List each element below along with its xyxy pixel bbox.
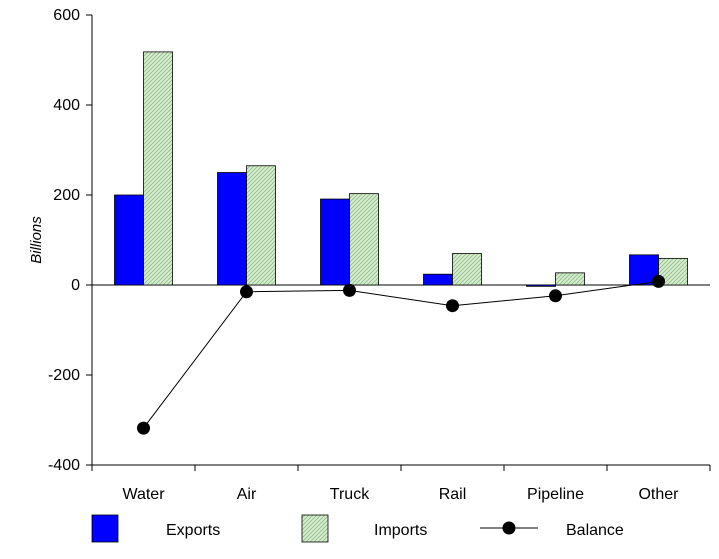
imports-bar [349, 193, 379, 286]
balance-point [549, 289, 562, 303]
x-tick-label: Rail [439, 486, 467, 503]
balance-legend-marker [502, 521, 516, 535]
balance-legend-label: Balance [566, 522, 624, 539]
y-tick-label: 400 [53, 97, 80, 114]
x-tick-label: Truck [330, 486, 370, 503]
x-tick-label: Pipeline [527, 486, 584, 503]
axes [86, 14, 711, 471]
balance-point [343, 283, 356, 297]
exports-legend-label: Exports [166, 522, 220, 539]
y-tick-label: 200 [53, 187, 80, 204]
exports-bar [320, 198, 350, 286]
balance-point [137, 421, 150, 435]
balance-point [240, 285, 253, 299]
imports-legend-label: Imports [374, 522, 427, 539]
x-tick-label: Other [638, 486, 679, 503]
axis-labels: -400 -200 0 200 400 600 Water Air Truck Rail Pipel… [28, 7, 679, 503]
exports-bar [217, 172, 247, 286]
legend: Exports Imports Balance [91, 514, 624, 543]
imports-bar [246, 165, 276, 286]
y-tick-label: 600 [53, 7, 80, 24]
imports-legend-swatch [301, 514, 329, 543]
imports-bar [555, 272, 585, 286]
balance-series [137, 274, 665, 435]
y-axis-title: Billions [28, 216, 45, 264]
bars [114, 51, 688, 287]
imports-bar [143, 51, 173, 286]
x-tick-label: Air [237, 486, 257, 503]
y-tick-label: -200 [48, 367, 80, 384]
balance-line [143, 280, 659, 429]
exports-legend-swatch [91, 514, 119, 543]
y-tick-label: -400 [48, 457, 80, 474]
x-tick-label: Water [122, 486, 165, 503]
y-tick-label: 0 [71, 277, 80, 294]
imports-bar [452, 253, 482, 286]
balance-point [652, 274, 665, 288]
exports-bar [423, 273, 453, 286]
exports-bar [114, 194, 144, 286]
balance-point [446, 299, 459, 313]
exports-bar [526, 284, 556, 287]
